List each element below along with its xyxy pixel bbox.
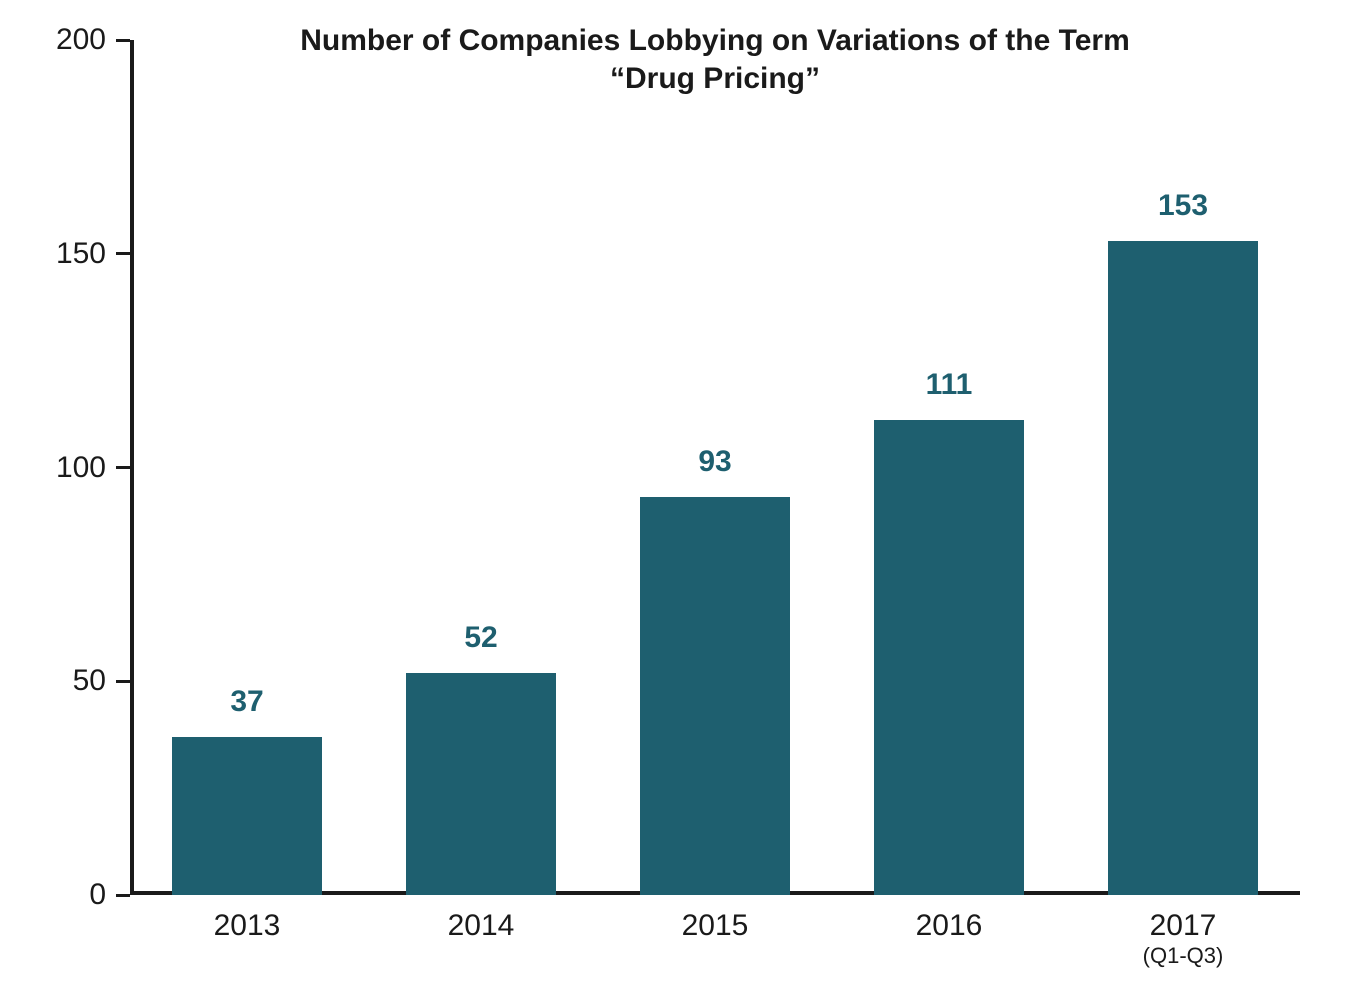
chart-title-line2: “Drug Pricing” (610, 62, 820, 95)
x-tick-label: 2017 (1150, 909, 1217, 943)
bar (1108, 241, 1258, 895)
y-tick (116, 252, 130, 255)
bar-value-label: 37 (230, 685, 263, 719)
bar-value-label: 52 (464, 621, 497, 655)
x-tick-label: 2015 (682, 909, 749, 943)
y-tick (116, 39, 130, 42)
bar-value-label: 111 (926, 368, 973, 402)
y-tick (116, 680, 130, 683)
chart-title-line1: Number of Companies Lobbying on Variatio… (300, 24, 1130, 57)
bar (874, 420, 1024, 895)
bar-value-label: 93 (698, 445, 731, 479)
y-tick (116, 466, 130, 469)
y-axis (130, 40, 134, 895)
chart-title: Number of Companies Lobbying on Variatio… (130, 22, 1300, 97)
chart-container: 37 52 93 111 153 Number of Companies Lobbyin… (0, 0, 1350, 1000)
y-tick-label: 100 (56, 451, 106, 485)
plot-area: 37 52 93 111 153 (130, 40, 1300, 895)
x-tick-label: 2016 (916, 909, 983, 943)
x-tick-label: 2014 (448, 909, 515, 943)
x-tick-label: 2013 (214, 909, 281, 943)
bar (406, 673, 556, 895)
y-tick-label: 150 (56, 237, 106, 271)
bar (172, 737, 322, 895)
y-tick-label: 200 (56, 23, 106, 57)
y-tick (116, 894, 130, 897)
y-tick-label: 50 (73, 664, 106, 698)
y-tick-label: 0 (89, 878, 106, 912)
x-tick-sublabel: (Q1-Q3) (1143, 943, 1224, 969)
bar (640, 497, 790, 895)
bar-value-label: 153 (1158, 189, 1208, 223)
